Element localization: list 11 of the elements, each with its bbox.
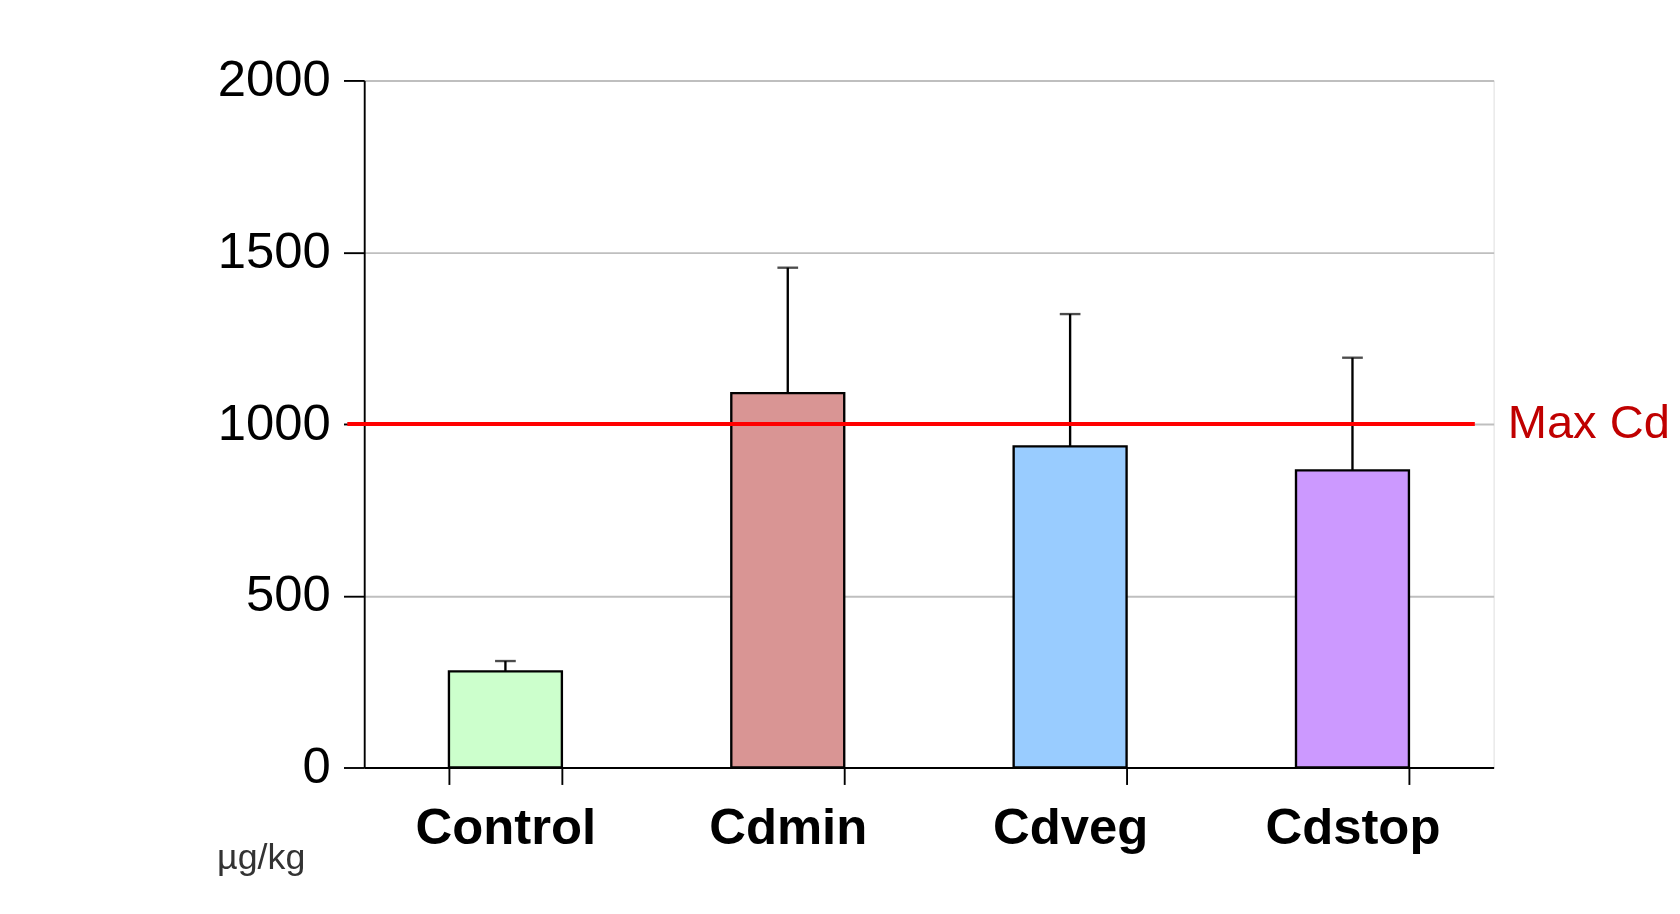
x-tick-label: Cdveg (992, 798, 1149, 856)
y-tick-label: 1500 (217, 221, 331, 279)
y-tick-label: 0 (302, 737, 331, 795)
x-tick-label: Cdstop (1265, 798, 1441, 856)
y-tick-label: 500 (246, 565, 331, 623)
y-tick-label: 2000 (217, 50, 331, 107)
ref-line-label: Max Cd (1507, 395, 1670, 449)
y-tick-label: 1000 (217, 393, 331, 451)
y-axis-title: µg/kg (217, 836, 306, 877)
x-tick-label: Cdmin (709, 798, 868, 856)
x-tick-label: Control (415, 798, 597, 856)
